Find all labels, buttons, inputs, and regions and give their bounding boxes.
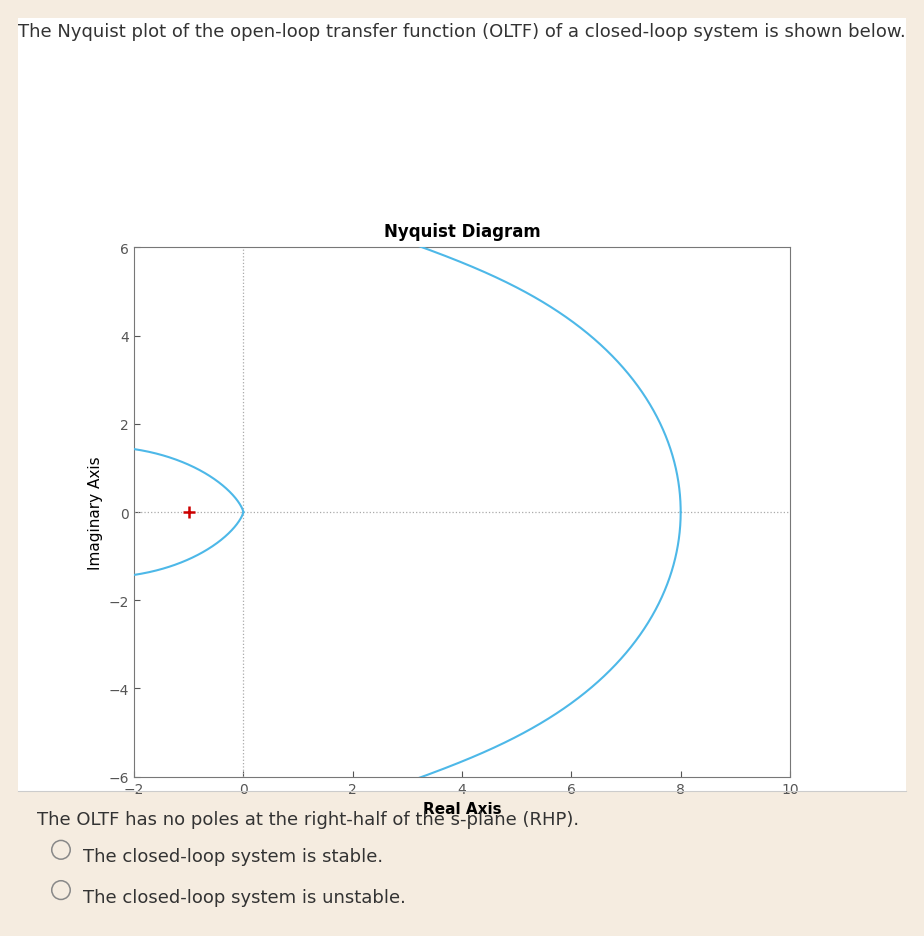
Y-axis label: Imaginary Axis: Imaginary Axis — [88, 456, 103, 569]
X-axis label: Real Axis: Real Axis — [422, 801, 502, 816]
Text: The closed-loop system is unstable.: The closed-loop system is unstable. — [83, 887, 406, 906]
Title: Nyquist Diagram: Nyquist Diagram — [383, 223, 541, 241]
Text: The Nyquist plot of the open-loop transfer function (OLTF) of a closed-loop syst: The Nyquist plot of the open-loop transf… — [18, 23, 906, 41]
Text: The OLTF has no poles at the right-half of the s-plane (RHP).: The OLTF has no poles at the right-half … — [37, 810, 579, 827]
Text: The closed-loop system is stable.: The closed-loop system is stable. — [83, 847, 383, 866]
